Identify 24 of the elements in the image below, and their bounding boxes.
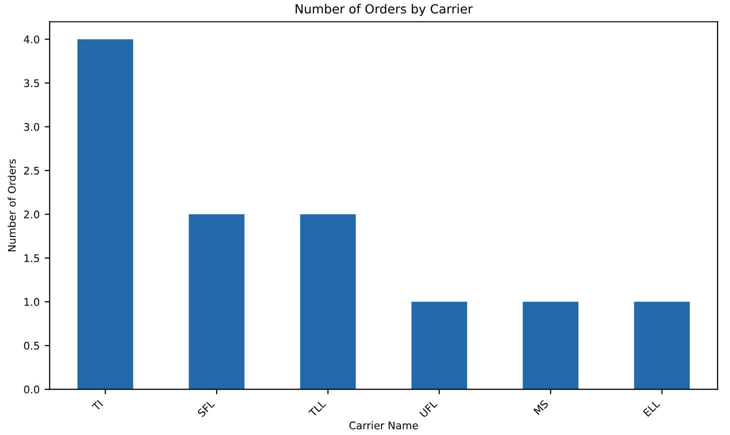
y-tick-label: 0.5 xyxy=(24,342,40,350)
y-tick-label: 4.0 xyxy=(24,35,40,44)
y-tick-label: 1.5 xyxy=(24,254,40,262)
chart-title: Number of Orders by Carrier xyxy=(296,4,473,16)
x-tick-label: UFL xyxy=(419,399,438,418)
y-tick-label: 1.0 xyxy=(24,298,40,306)
y-tick-label: 3.0 xyxy=(24,123,40,131)
bar xyxy=(411,302,468,390)
y-axis-title: Number of Orders xyxy=(8,159,16,252)
bar xyxy=(522,302,578,390)
x-axis-title: Carrier Name xyxy=(349,421,418,430)
x-tick-label: TLL xyxy=(308,399,326,418)
bar xyxy=(77,39,134,390)
y-tick-label: 2.0 xyxy=(24,210,40,218)
x-tick-label: TI xyxy=(92,400,104,412)
x-tick-label: MS xyxy=(533,400,549,416)
y-tick-label: 0.0 xyxy=(24,386,40,394)
y-tick-label: 3.5 xyxy=(24,79,40,88)
bar xyxy=(634,302,690,390)
bar xyxy=(300,214,356,390)
x-tick-label: SFL xyxy=(197,399,216,418)
bar xyxy=(188,214,244,390)
y-tick-label: 2.5 xyxy=(24,166,40,175)
x-tick-label: ELL xyxy=(642,399,660,417)
